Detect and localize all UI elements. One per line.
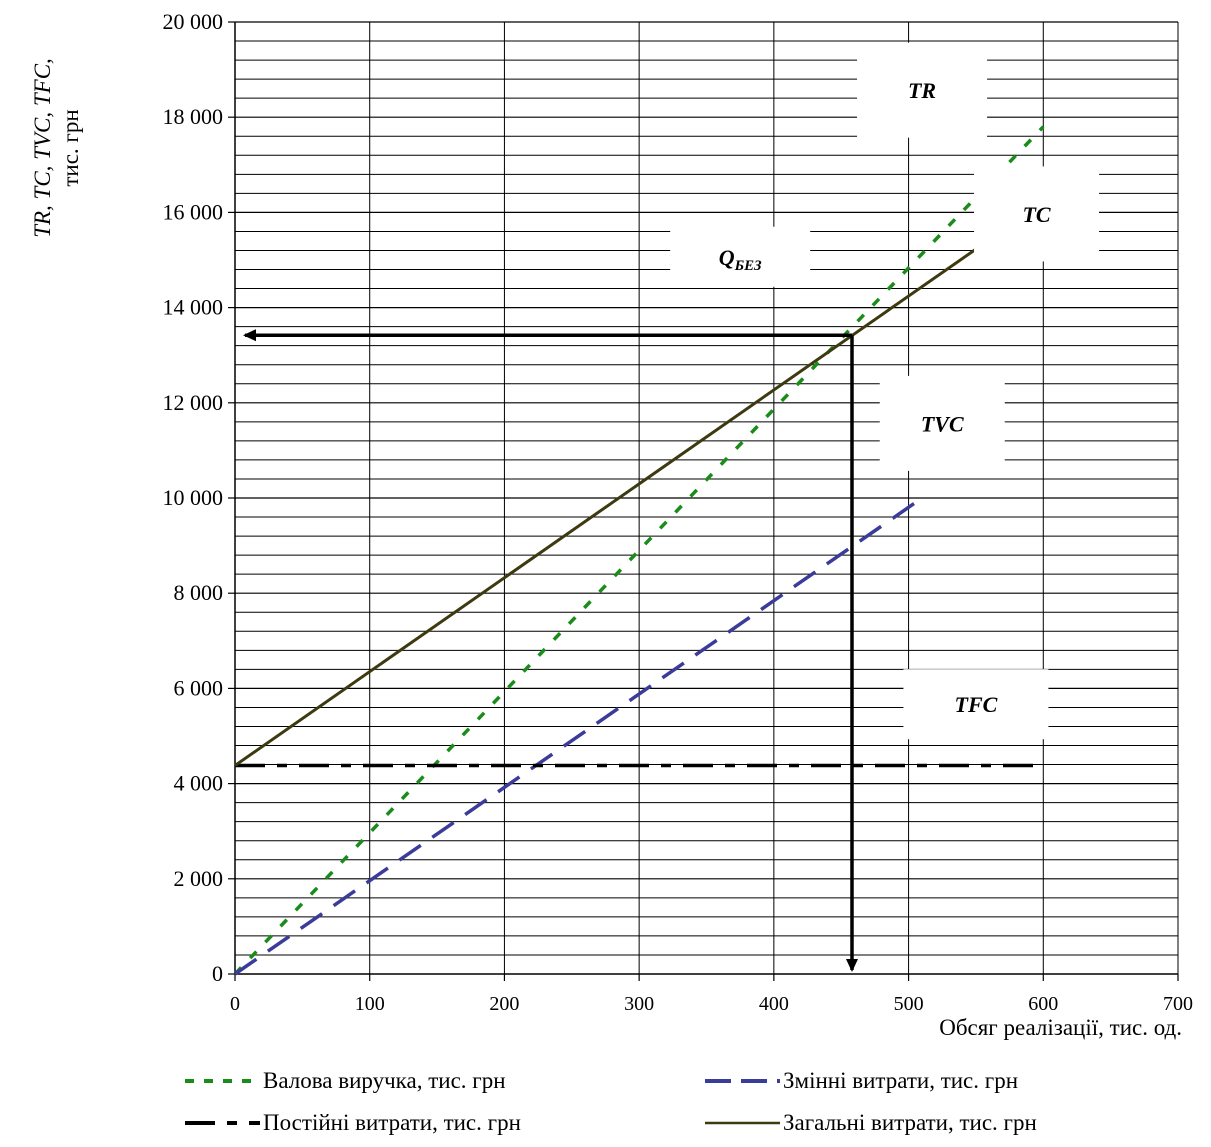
x-tick-label: 200 [489, 993, 519, 1015]
y-tick-label: 8 000 [174, 580, 224, 605]
x-tick-label: 700 [1163, 993, 1193, 1015]
x-tick-label: 400 [759, 993, 789, 1015]
annotation-box [879, 375, 1005, 471]
x-tick-label: 500 [894, 993, 924, 1015]
y-tick-label: 14 000 [163, 295, 224, 320]
x-tick-label: 300 [624, 993, 654, 1015]
y-tick-label: 0 [212, 961, 223, 986]
y-axis-title-line2: тис. грн [58, 109, 83, 186]
x-tick-label: 0 [230, 993, 240, 1015]
series-lines [233, 125, 1045, 976]
legend-label: Змінні витрати, тис. грн [783, 1068, 1018, 1093]
y-tick-label: 12 000 [163, 390, 224, 415]
annotation-label: TFC [955, 692, 998, 717]
y-axis-title-line1: TR, TC, TVC, TFC, [30, 58, 55, 238]
y-tick-label: 2 000 [174, 866, 224, 891]
annotation-box [903, 669, 1049, 740]
y-tick-label: 16 000 [163, 199, 224, 224]
y-tick-label: 20 000 [163, 9, 224, 34]
x-tick-label: 100 [355, 993, 385, 1015]
series-line-1 [234, 496, 924, 976]
break-even-arrows [243, 329, 858, 972]
x-axis-title: Обсяг реалізації, тис. од. [939, 1015, 1182, 1040]
annotation-box [670, 226, 811, 287]
y-tick-label: 10 000 [163, 485, 224, 510]
y-tick-labels: 0 2 000 4 000 6 000 8 000 10 000 12 000 14 000 1… [163, 9, 235, 986]
y-tick-label: 4 000 [174, 771, 224, 796]
annotation-box [974, 166, 1100, 262]
annotation-label: TR [908, 78, 936, 103]
legend: Валова виручка, тис. грн Змінні витрати, … [185, 1068, 1037, 1135]
annotation-box [857, 42, 988, 138]
series-line-3 [234, 219, 1018, 767]
series-line-0 [233, 125, 1045, 976]
grid-lines [235, 21, 1179, 974]
x-tick-label: 600 [1028, 993, 1058, 1015]
legend-label: Постійні витрати, тис. грн [263, 1110, 521, 1135]
x-tick-labels: 0 100 200 300 400 500 600 700 [230, 974, 1193, 1015]
legend-label: Загальні витрати, тис. грн [783, 1110, 1037, 1135]
y-tick-label: 6 000 [174, 675, 224, 700]
legend-label: Валова виручка, тис. грн [263, 1068, 506, 1093]
annotation-label: TVC [921, 411, 964, 436]
y-tick-label: 18 000 [163, 104, 224, 129]
annotation-label: TC [1022, 202, 1050, 227]
